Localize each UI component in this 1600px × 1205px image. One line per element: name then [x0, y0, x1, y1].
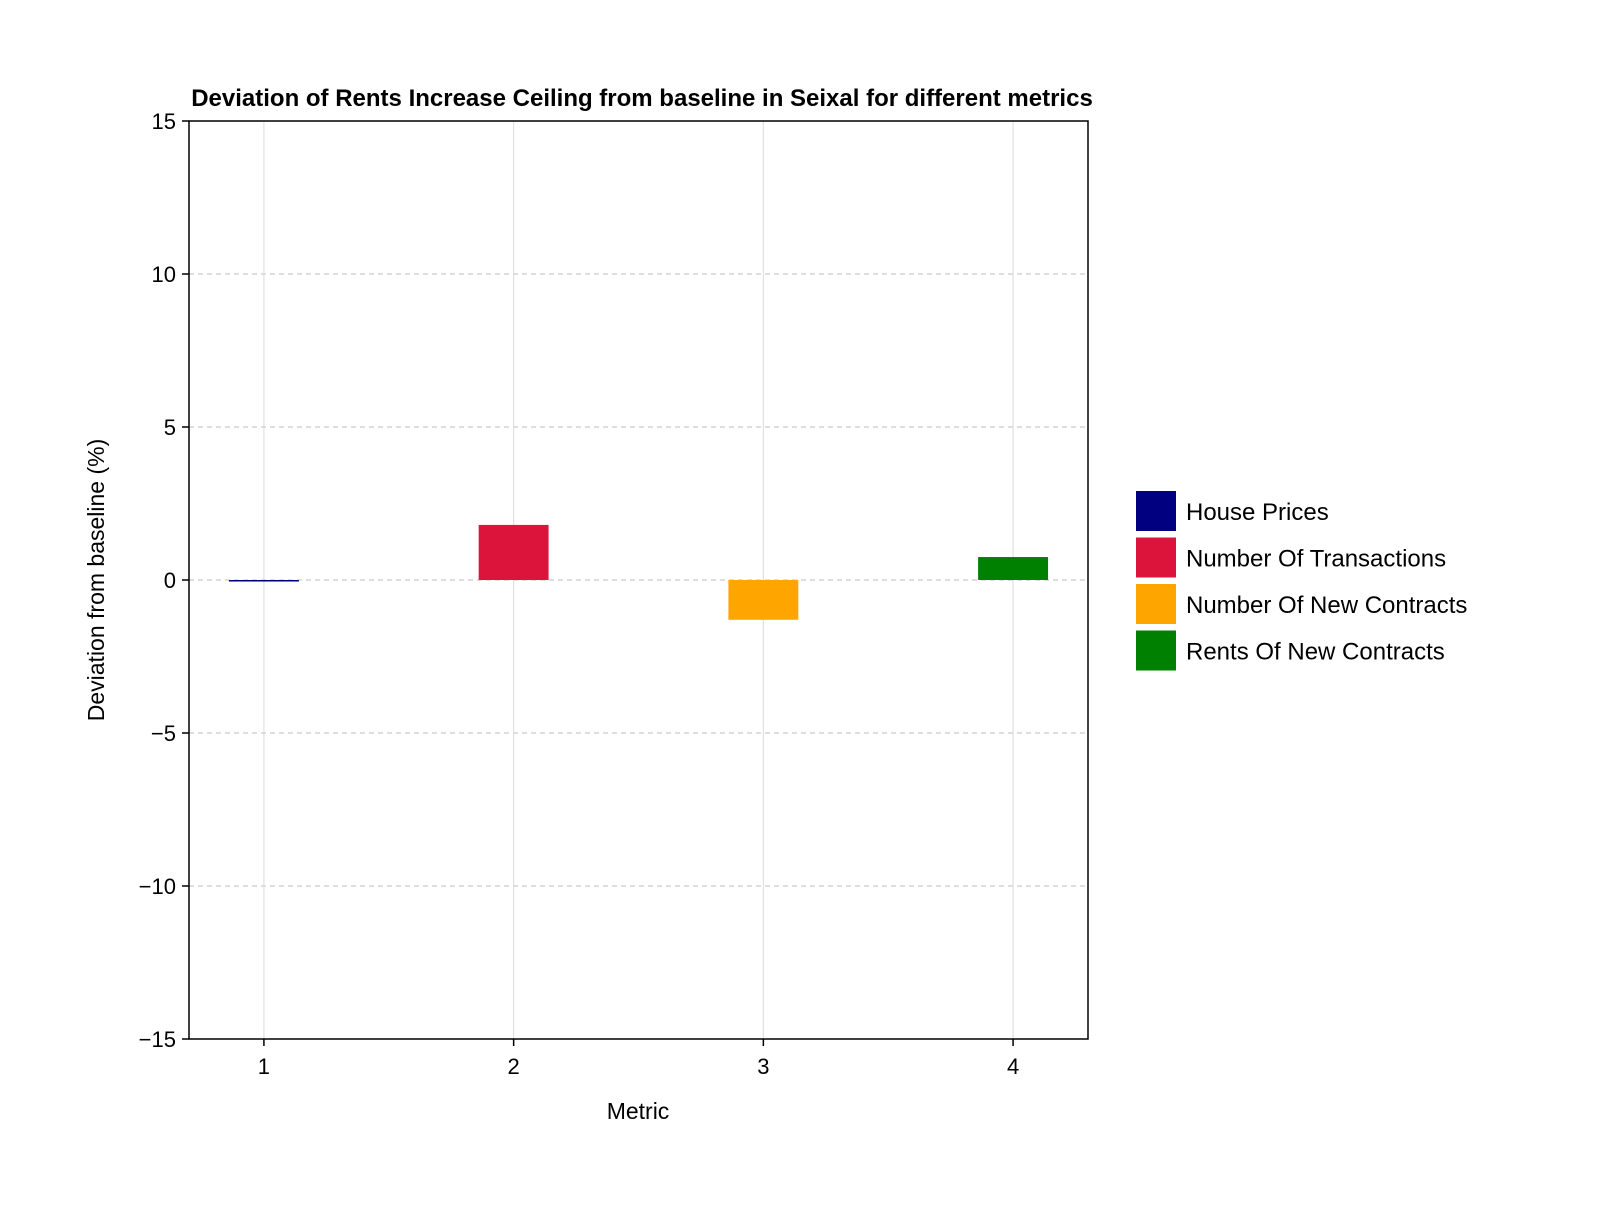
chart-title: Deviation of Rents Increase Ceiling from… [191, 85, 1093, 112]
legend-label: Number Of Transactions [1186, 546, 1446, 573]
x-tick-label: 2 [508, 1054, 520, 1079]
legend-swatch [1136, 630, 1176, 671]
legend: House Prices Number Of Transactions Number… [1136, 491, 1467, 671]
x-axis-label: Metric [607, 1098, 670, 1124]
y-axis-label: Deviation from baseline (%) [83, 439, 109, 722]
legend-label: House Prices [1186, 499, 1329, 526]
bars [228, 524, 1049, 620]
y-tick-label: −5 [151, 721, 176, 746]
bar-1 [228, 580, 299, 582]
legend-swatch [1136, 491, 1176, 531]
y-tick-label: 0 [164, 568, 176, 593]
y-tick-label: 5 [164, 415, 176, 440]
bar-4 [978, 557, 1049, 580]
legend-label: Number Of New Contracts [1186, 592, 1467, 619]
plot-frame [188, 120, 1089, 1040]
legend-swatch [1136, 537, 1176, 578]
axis-ticks: 1 2 3 4 −15 −10 −5 0 5 10 15 [139, 109, 1020, 1079]
legend-label: Rents Of New Contracts [1186, 639, 1445, 666]
x-tick-label: 1 [258, 1054, 270, 1079]
x-tick-label: 3 [757, 1054, 769, 1079]
x-tick-label: 4 [1007, 1054, 1019, 1079]
legend-swatch [1136, 584, 1176, 624]
y-tick-label: −15 [139, 1027, 176, 1052]
bar-3 [728, 580, 799, 620]
bar-2 [478, 524, 549, 580]
y-tick-label: 10 [152, 262, 176, 287]
y-tick-label: −10 [139, 874, 176, 899]
y-tick-label: 15 [152, 109, 176, 134]
grid-lines [189, 121, 1088, 1039]
